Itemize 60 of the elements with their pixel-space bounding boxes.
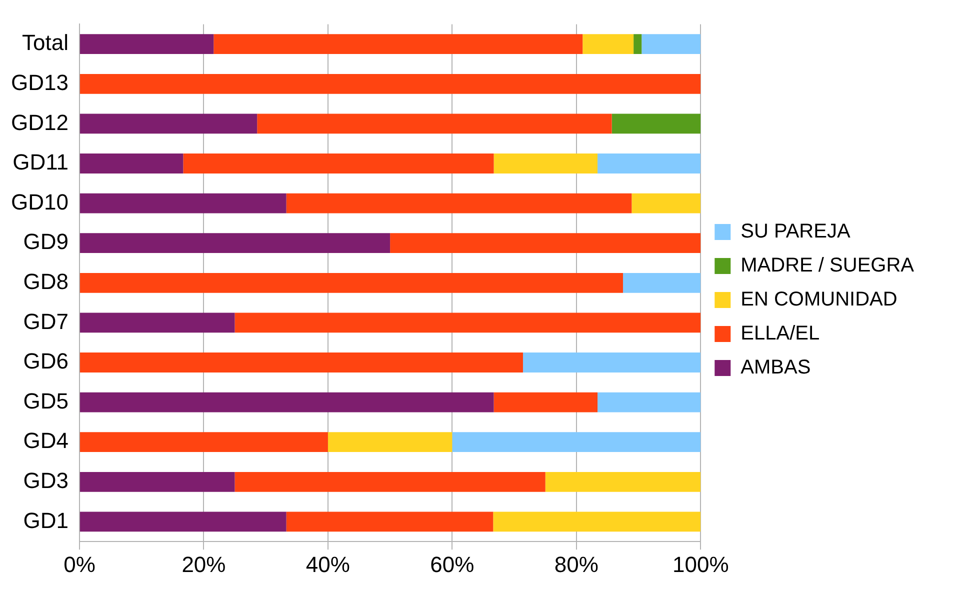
bar — [598, 392, 701, 412]
bar — [80, 352, 523, 372]
bar — [494, 392, 598, 412]
bar — [80, 392, 494, 412]
bar — [234, 472, 546, 492]
y-tick-label: GD8 — [23, 268, 68, 294]
bar — [612, 114, 701, 134]
bar — [522, 352, 701, 372]
y-tick-label: GD4 — [23, 428, 68, 454]
x-tick-label: 80% — [554, 552, 598, 577]
bar — [80, 154, 184, 174]
bar — [634, 34, 642, 54]
bar — [286, 193, 632, 214]
bar — [80, 432, 328, 452]
bar — [80, 193, 286, 214]
bar — [328, 432, 452, 452]
x-tick-label: 60% — [430, 552, 474, 577]
y-tick-label: GD6 — [23, 348, 68, 374]
x-tick-label: 0% — [64, 552, 96, 577]
bar — [80, 312, 235, 333]
bar — [80, 74, 701, 94]
y-tick-label: GD5 — [23, 388, 68, 414]
x-tick-label: 20% — [182, 552, 226, 577]
y-tick-label: GD13 — [10, 70, 68, 95]
bar — [582, 34, 634, 54]
y-tick-label: GD7 — [23, 308, 68, 334]
legend-label: EN COMUNIDAD — [740, 288, 898, 311]
bar — [494, 154, 598, 174]
bar — [452, 432, 701, 452]
bar — [214, 34, 583, 54]
bar — [642, 34, 701, 54]
bar — [632, 193, 701, 214]
legend-label: AMBAS — [740, 356, 811, 379]
x-tick-label: 40% — [306, 552, 350, 577]
bar — [286, 512, 494, 532]
y-tick-label: Total — [22, 30, 68, 56]
bar — [80, 114, 258, 134]
y-tick-label: GD3 — [23, 468, 68, 493]
bar — [80, 272, 623, 293]
bar — [493, 512, 701, 532]
legend-label: ELLA/EL — [740, 322, 820, 345]
y-tick-label: GD9 — [23, 229, 68, 254]
legend-label: MADRE / SUEGRA — [740, 254, 915, 277]
y-tick-label: GD1 — [23, 508, 68, 533]
bar — [598, 154, 701, 174]
bar — [80, 34, 214, 54]
bar — [257, 114, 612, 134]
legend-label: SU PAREJA — [740, 220, 851, 243]
x-tick-label: 100% — [672, 552, 729, 577]
bar — [390, 233, 701, 254]
bar — [80, 233, 390, 254]
bar — [80, 512, 286, 532]
y-tick-label: GD10 — [10, 189, 68, 214]
bar — [234, 312, 701, 333]
bar — [622, 272, 701, 293]
y-tick-label: GD12 — [10, 110, 68, 135]
bar — [545, 472, 701, 492]
y-tick-label: GD11 — [12, 150, 68, 175]
bar — [80, 472, 235, 492]
bar — [183, 154, 494, 174]
